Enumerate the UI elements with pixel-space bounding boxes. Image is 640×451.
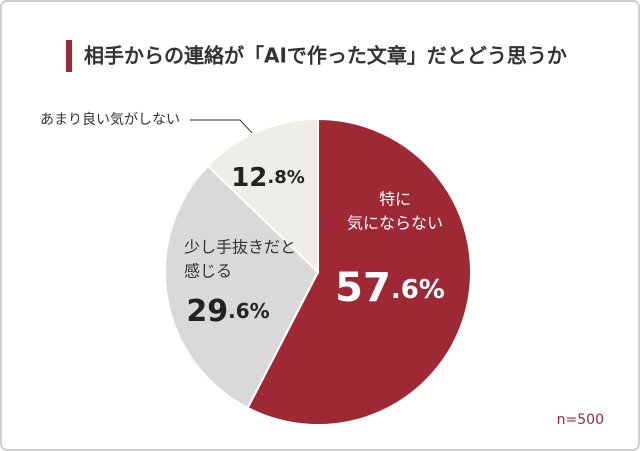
pie-slice <box>206 117 319 275</box>
value-label-major: 12 <box>231 163 267 193</box>
slice-label: 少し手抜きだと <box>184 238 296 257</box>
value-label-minor: .8% <box>267 167 304 188</box>
chart-title: 相手からの連絡が「AIで作った文章」だとどう思うか <box>84 44 567 68</box>
pie-slice <box>246 117 472 426</box>
value-label-major: 57 <box>335 265 391 311</box>
pie-slice <box>164 164 320 410</box>
slice-label: あまり良い気がしない <box>40 112 180 128</box>
value-label-minor: .6% <box>391 275 445 305</box>
slice-label: 感じる <box>184 262 232 281</box>
value-label-minor: .6% <box>228 299 270 323</box>
slice-label: 特に <box>379 190 411 209</box>
value-label: 29.6% <box>186 294 269 329</box>
sample-note: n=500 <box>557 412 604 428</box>
title-bar <box>66 40 72 72</box>
slice-label: 気にならない <box>347 214 443 233</box>
value-label-major: 29 <box>186 294 228 329</box>
value-label: 12.8% <box>231 163 305 193</box>
value-label: 57.6% <box>335 265 445 311</box>
